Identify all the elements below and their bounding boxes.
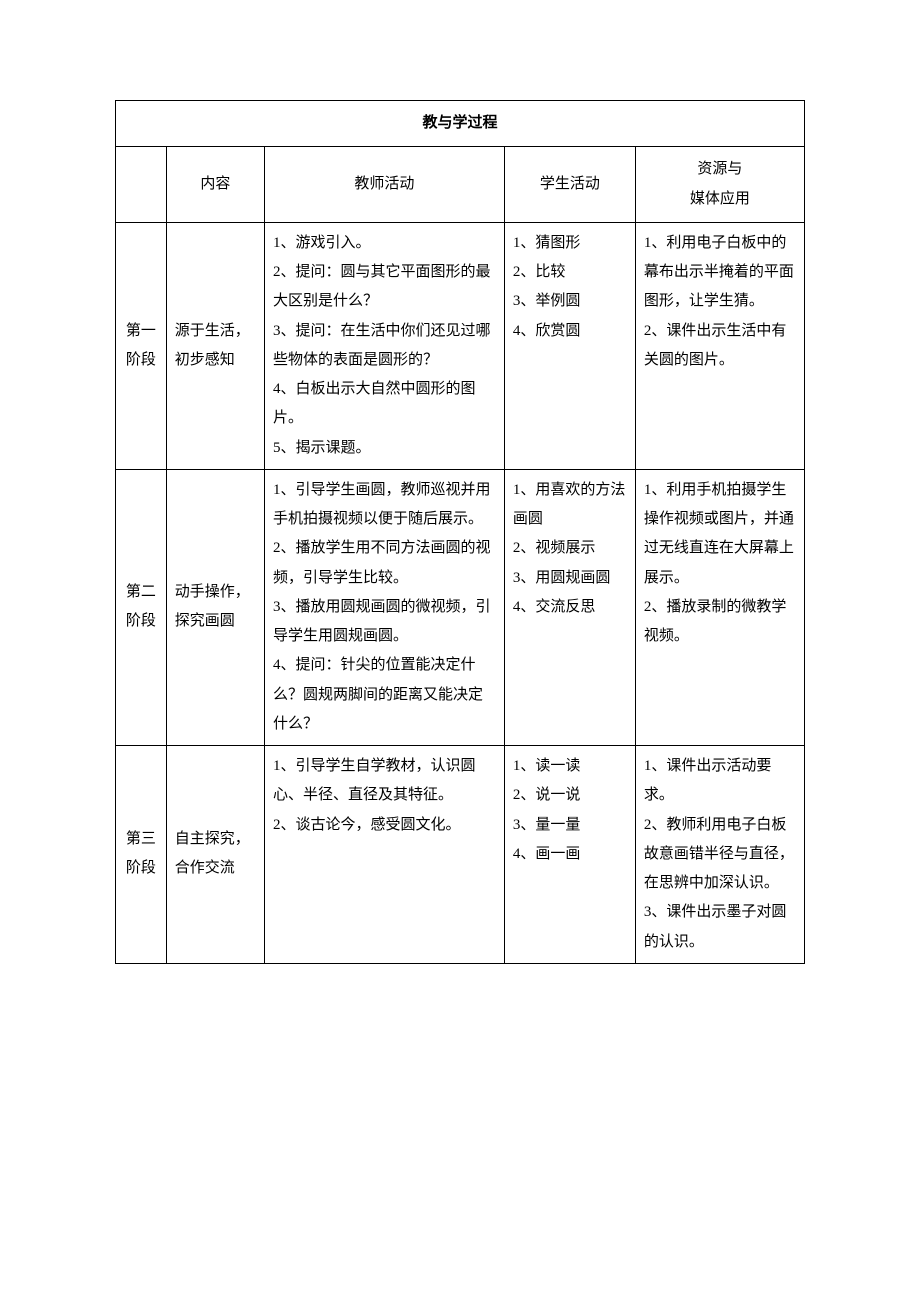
teacher-cell: 1、引导学生自学教材，认识圆心、半径、直径及其特征。2、谈古论今，感受圆文化。 [264, 746, 504, 964]
table-title: 教与学过程 [116, 101, 805, 147]
content-cell: 自主探究，合作交流 [166, 746, 264, 964]
stage-cell: 第三阶段 [116, 746, 167, 964]
student-cell: 1、猜图形2、比较3、举例圆4、欣赏圆 [504, 222, 635, 469]
header-student: 学生活动 [504, 147, 635, 223]
stage-cell: 第二阶段 [116, 469, 167, 745]
table-body: 第一阶段 源于生活，初步感知 1、游戏引入。2、提问：圆与其它平面图形的最大区别… [116, 222, 805, 963]
table-row: 第三阶段 自主探究，合作交流 1、引导学生自学教材，认识圆心、半径、直径及其特征… [116, 746, 805, 964]
table-row: 第一阶段 源于生活，初步感知 1、游戏引入。2、提问：圆与其它平面图形的最大区别… [116, 222, 805, 469]
table-header-row: 内容 教师活动 学生活动 资源与媒体应用 [116, 147, 805, 223]
resource-cell: 1、利用电子白板中的幕布出示半掩着的平面图形，让学生猜。2、课件出示生活中有关圆… [635, 222, 804, 469]
header-stage [116, 147, 167, 223]
resource-cell: 1、课件出示活动要求。2、教师利用电子白板故意画错半径与直径，在思辨中加深认识。… [635, 746, 804, 964]
teacher-cell: 1、引导学生画圆，教师巡视并用手机拍摄视频以便于随后展示。2、播放学生用不同方法… [264, 469, 504, 745]
table-title-row: 教与学过程 [116, 101, 805, 147]
student-cell: 1、读一读2、说一说3、量一量4、画一画 [504, 746, 635, 964]
header-teacher: 教师活动 [264, 147, 504, 223]
resource-cell: 1、利用手机拍摄学生操作视频或图片，并通过无线直连在大屏幕上展示。2、播放录制的… [635, 469, 804, 745]
header-content: 内容 [166, 147, 264, 223]
table-row: 第二阶段 动手操作，探究画圆 1、引导学生画圆，教师巡视并用手机拍摄视频以便于随… [116, 469, 805, 745]
header-resource: 资源与媒体应用 [635, 147, 804, 223]
teacher-cell: 1、游戏引入。2、提问：圆与其它平面图形的最大区别是什么？3、提问：在生活中你们… [264, 222, 504, 469]
stage-cell: 第一阶段 [116, 222, 167, 469]
content-cell: 源于生活，初步感知 [166, 222, 264, 469]
lesson-plan-table: 教与学过程 内容 教师活动 学生活动 资源与媒体应用 第一阶段 源于生活，初步感… [115, 100, 805, 964]
content-cell: 动手操作，探究画圆 [166, 469, 264, 745]
student-cell: 1、用喜欢的方法画圆2、视频展示3、用圆规画圆4、交流反思 [504, 469, 635, 745]
